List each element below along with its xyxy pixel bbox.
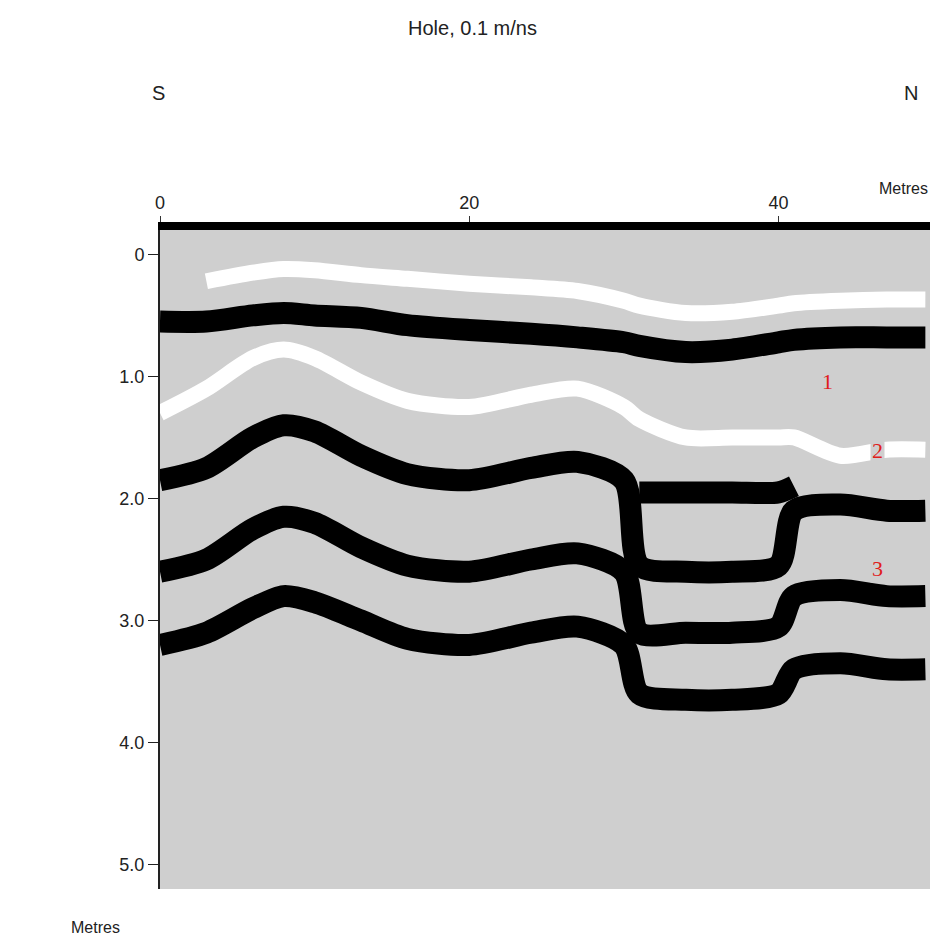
svg-text:Hole, 0.1 m/ns: Hole, 0.1 m/ns: [408, 17, 537, 39]
svg-text:0: 0: [155, 193, 165, 213]
svg-text:2.0: 2.0: [119, 489, 144, 509]
svg-text:S: S: [152, 82, 165, 104]
svg-text:20: 20: [459, 193, 479, 213]
svg-text:Metres: Metres: [71, 919, 120, 936]
svg-text:0: 0: [134, 245, 144, 265]
svg-text:4.0: 4.0: [119, 733, 144, 753]
svg-text:5.0: 5.0: [119, 855, 144, 875]
svg-text:3.0: 3.0: [119, 611, 144, 631]
svg-text:1.0: 1.0: [119, 367, 144, 387]
svg-text:40: 40: [768, 193, 788, 213]
svg-text:Metres: Metres: [879, 180, 928, 197]
svg-text:N: N: [904, 82, 918, 104]
svg-text:3: 3: [872, 556, 883, 581]
svg-text:2: 2: [872, 438, 883, 463]
svg-text:1: 1: [822, 369, 833, 394]
